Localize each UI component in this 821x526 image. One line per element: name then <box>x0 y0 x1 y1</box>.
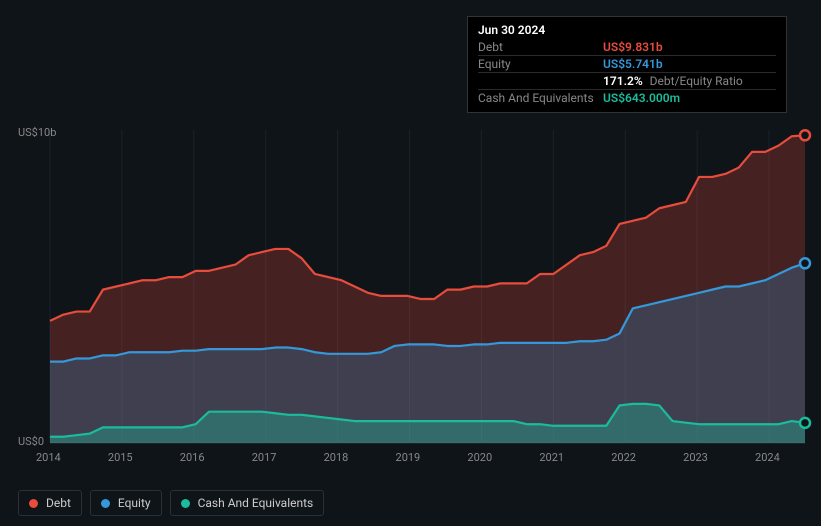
chart-legend: Debt Equity Cash And Equivalents <box>18 490 324 516</box>
tooltip-row: Cash And EquivalentsUS$643.000m <box>478 89 776 106</box>
x-axis-year-label: 2020 <box>467 451 492 464</box>
tooltip-row-value: 171.2% Debt/Equity Ratio <box>603 74 743 88</box>
debt-color-dot <box>29 499 38 508</box>
x-axis-year-label: 2015 <box>108 451 133 464</box>
tooltip-date: Jun 30 2024 <box>478 23 776 39</box>
tooltip-row-label: Equity <box>478 57 603 71</box>
x-axis-year-label: 2016 <box>180 451 205 464</box>
tooltip-row-suffix: Debt/Equity Ratio <box>647 74 743 88</box>
tooltip-row-value: US$5.741b <box>603 57 663 71</box>
x-axis-year-label: 2017 <box>252 451 277 464</box>
tooltip-row-label <box>478 74 603 88</box>
chart-tooltip: Jun 30 2024 DebtUS$9.831bEquityUS$5.741b… <box>467 16 787 113</box>
legend-label: Debt <box>46 496 71 510</box>
x-axis-year-label: 2021 <box>539 451 564 464</box>
x-axis-year-label: 2014 <box>36 451 61 464</box>
tooltip-row-label: Debt <box>478 40 603 54</box>
legend-label: Cash And Equivalents <box>198 496 314 510</box>
financial-area-chart: US$10b US$0 2014 2015 2016 2017 2018 2019 2020… <box>0 0 821 526</box>
x-axis-year-label: 2024 <box>755 451 780 464</box>
y-axis-label-top: US$10b <box>18 126 56 139</box>
x-axis-year-label: 2018 <box>324 451 349 464</box>
legend-item-cash[interactable]: Cash And Equivalents <box>170 490 325 516</box>
tooltip-row: 171.2% Debt/Equity Ratio <box>478 72 776 89</box>
legend-item-equity[interactable]: Equity <box>90 490 162 516</box>
tooltip-row: DebtUS$9.831b <box>478 39 776 55</box>
legend-label: Equity <box>118 496 151 510</box>
legend-item-debt[interactable]: Debt <box>18 490 82 516</box>
equity-color-dot <box>101 499 110 508</box>
tooltip-row-value: US$9.831b <box>603 40 663 54</box>
x-axis-year-label: 2022 <box>611 451 636 464</box>
tooltip-row: EquityUS$5.741b <box>478 55 776 72</box>
x-axis-year-label: 2023 <box>683 451 708 464</box>
y-axis-label-bottom: US$0 <box>18 435 44 448</box>
tooltip-row-value: US$643.000m <box>603 91 680 105</box>
x-axis-year-label: 2019 <box>396 451 421 464</box>
cash-color-dot <box>181 499 190 508</box>
tooltip-row-label: Cash And Equivalents <box>478 91 603 105</box>
